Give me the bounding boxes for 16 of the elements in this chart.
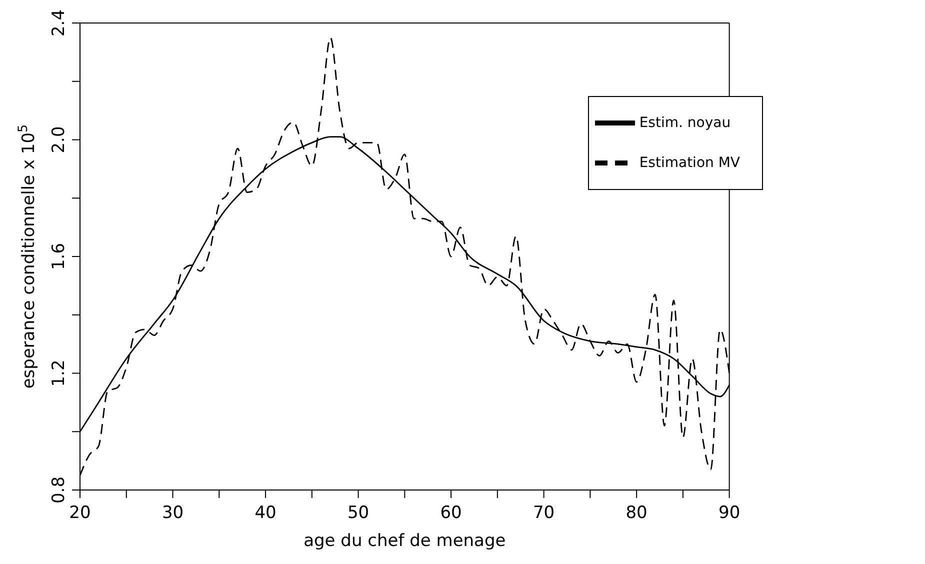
x-tick-label: 40	[254, 503, 276, 523]
x-tick-label: 20	[69, 503, 91, 523]
y-tick-label: 2.0	[49, 126, 69, 154]
legend-label: Estim. noyau	[639, 114, 731, 131]
x-tick-label: 50	[347, 503, 370, 523]
x-axis-title: age du chef de menage	[304, 531, 506, 551]
y-tick-label: 0.8	[49, 476, 69, 504]
x-tick-label: 60	[440, 503, 462, 523]
x-tick-label: 90	[718, 503, 740, 523]
y-tick-label: 2.4	[49, 9, 69, 37]
y-tick-label: 1.6	[49, 242, 69, 270]
x-tick-label: 80	[626, 503, 648, 523]
x-tick-label: 70	[532, 503, 555, 523]
y-tick-label: 1.2	[49, 360, 69, 387]
x-tick-label: 30	[162, 503, 184, 523]
legend-label: Estimation MV	[639, 154, 740, 171]
